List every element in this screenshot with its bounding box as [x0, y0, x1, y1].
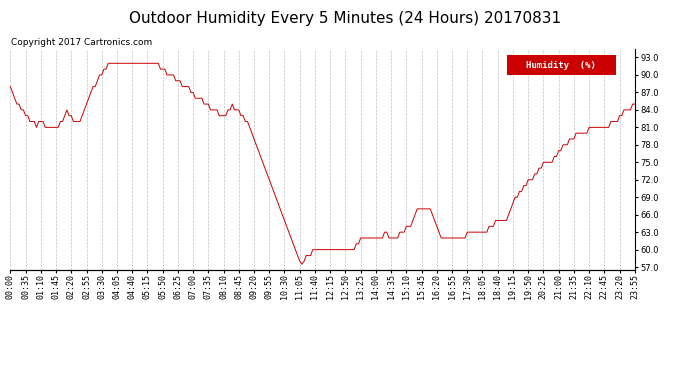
Text: Humidity  (%): Humidity (%) [526, 61, 596, 70]
Text: Copyright 2017 Cartronics.com: Copyright 2017 Cartronics.com [11, 38, 152, 46]
FancyBboxPatch shape [506, 56, 616, 75]
Text: Outdoor Humidity Every 5 Minutes (24 Hours) 20170831: Outdoor Humidity Every 5 Minutes (24 Hou… [129, 11, 561, 26]
